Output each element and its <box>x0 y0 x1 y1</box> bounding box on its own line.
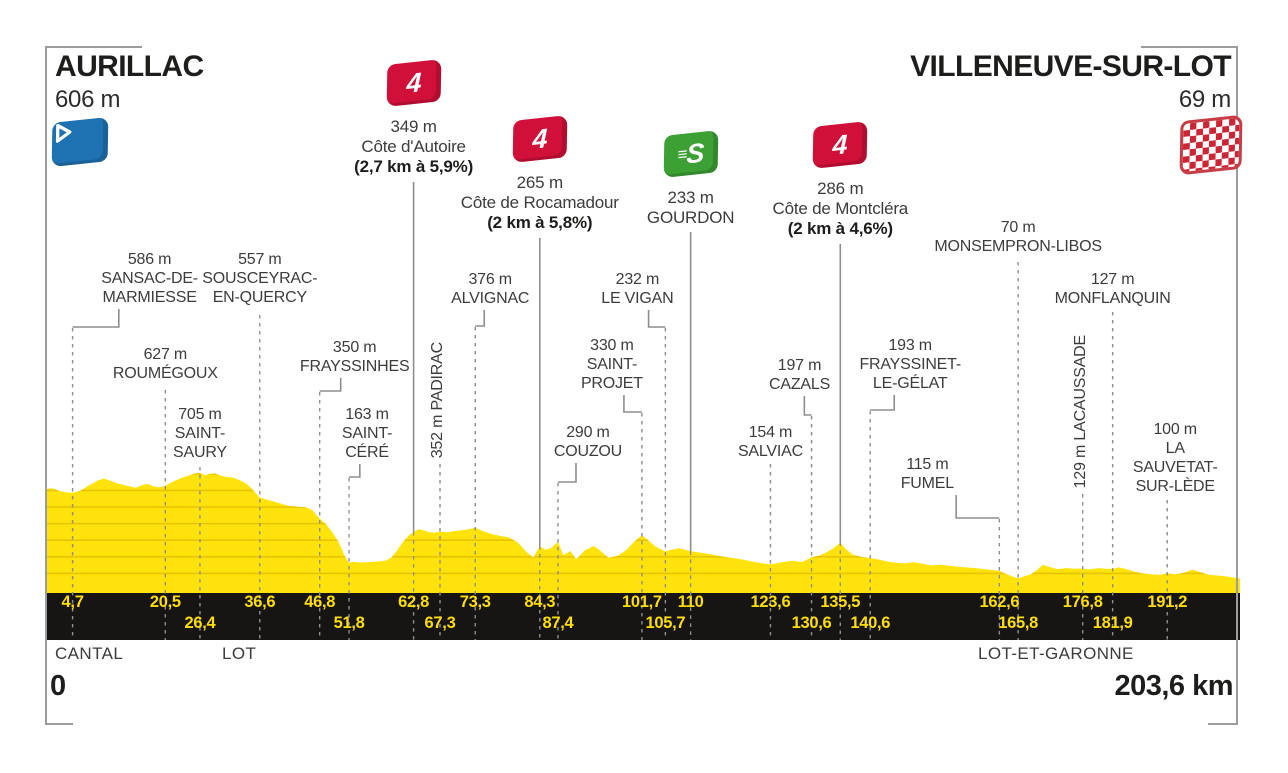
frame-bracket-left <box>45 46 142 725</box>
km-mark: 123,6 <box>750 593 791 611</box>
waypoint-label-13: 193 m FRAYSSINET- LE-GÉLAT <box>859 337 961 392</box>
finish-city-elevation: 69 m <box>1178 86 1231 113</box>
waypoint-label-1: 627 m ROUMÉGOUX <box>112 346 218 382</box>
waypoint-label-15: 70 m MONSEMPRON-LIBOS <box>934 219 1102 255</box>
km-mark: 181,9 <box>1092 614 1133 632</box>
total-distance-label: 203,6 km <box>1114 670 1233 702</box>
climb-gradient: (2,7 km à 5,9%) <box>354 157 474 176</box>
frame-bracket-left-foot <box>45 723 73 725</box>
waypoint-label-7: 376 m ALVIGNAC <box>451 271 530 307</box>
category-4-flag-icon: 4 <box>812 121 868 169</box>
km-mark: 191,2 <box>1147 593 1188 611</box>
km-mark: 67,3 <box>424 614 456 632</box>
finish-city-name: VILLENEUVE-SUR-LOT <box>910 50 1231 83</box>
km-mark: 4,7 <box>61 593 84 611</box>
waypoint-elbow-connector <box>623 395 642 413</box>
flag-badge: 4 <box>532 122 548 155</box>
flag-badge: 4 <box>405 66 422 99</box>
km-mark: 20,5 <box>149 593 181 611</box>
km-mark: 26,4 <box>184 614 216 632</box>
km-mark: 140,6 <box>850 614 891 632</box>
km-mark: 110 <box>677 593 704 611</box>
department-label-lot-et-garonne: LOT-ET-GARONNE <box>978 644 1134 663</box>
km-mark: 73,3 <box>459 593 491 611</box>
frame-bracket-right-foot <box>1208 723 1236 725</box>
waypoint-elbow-connector <box>647 310 666 328</box>
department-label-cantal: CANTAL <box>55 644 124 663</box>
km-mark: 36,6 <box>244 593 276 611</box>
km-mark: 135,5 <box>820 593 861 611</box>
waypoint-label-12: 197 m CAZALS <box>769 357 831 393</box>
flag-badge: 4 <box>832 128 849 161</box>
climb-label-cote-d-autoire: 349 m Côte d'Autoire (2,7 km à 5,9%) <box>354 117 474 176</box>
waypoint-label-9: 330 m SAINT- PROJET <box>580 337 643 392</box>
climb-gradient: (2 km à 4,6%) <box>787 219 893 238</box>
speed-lines-icon: ≡ <box>677 144 686 165</box>
climb-label-sprint-gourdon: 233 m GOURDON <box>646 188 735 227</box>
km-mark: 165,8 <box>998 614 1039 632</box>
km-mark: 46,8 <box>304 593 336 611</box>
km-mark: 87,4 <box>542 614 574 632</box>
climb-label-cote-de-montclera: 286 m Côte de Montcléra (2 km à 4,6%) <box>772 179 909 238</box>
waypoint-elbow-connector <box>475 310 486 327</box>
waypoint-label-vertical-6: 352 m PADIRAC <box>429 318 451 458</box>
waypoint-label-18: 100 m LA SAUVETAT- SUR-LÈDE <box>1132 421 1218 495</box>
waypoint-elbow-connector <box>319 378 342 392</box>
category-4-flag-icon: 4 <box>512 115 568 163</box>
climb-label-cote-de-rocamadour: 265 m Côte de Rocamadour (2 km à 5,8%) <box>460 173 619 232</box>
waypoint-label-14: 115 m FUMEL <box>900 456 954 492</box>
waypoint-label-4: 350 m FRAYSSINHES <box>299 339 410 375</box>
km-mark: 101,7 <box>622 593 662 611</box>
waypoint-elbow-connector <box>803 396 812 416</box>
waypoint-label-3: 557 m SOUSCEYRAC- EN-QUERCY <box>202 251 318 306</box>
km-mark: 130,6 <box>791 614 832 632</box>
waypoint-label-8: 290 m COUZOU <box>553 424 623 460</box>
waypoint-label-10: 232 m LE VIGAN <box>601 271 674 307</box>
waypoint-label-17: 127 m MONFLANQUIN <box>1054 271 1171 307</box>
km-mark: 62,8 <box>398 593 430 611</box>
waypoint-elbow-connector <box>349 464 361 478</box>
start-city-name: AURILLAC <box>55 50 204 83</box>
waypoint-label-5: 163 m SAINT- CÉRÉ <box>341 406 393 461</box>
elevation-profile-area <box>45 473 1240 593</box>
waypoint-label-2: 705 m SAINT- SAURY <box>173 406 227 461</box>
km-mark: 84,3 <box>524 593 556 611</box>
sprint-flag-icon: ≡ S <box>663 130 718 178</box>
climb-gradient: (2 km à 5,8%) <box>487 213 593 232</box>
waypoint-elbow-connector <box>557 463 577 483</box>
start-city-elevation: 606 m <box>55 86 121 113</box>
km-mark: 176,8 <box>1062 593 1103 611</box>
start-km-label: 0 <box>50 670 66 702</box>
waypoint-label-11: 154 m SALVIAC <box>737 424 803 460</box>
department-label-lot: LOT <box>222 644 257 663</box>
frame-bracket-right <box>1141 46 1238 725</box>
km-mark: 51,8 <box>333 614 365 632</box>
category-4-flag-icon: 4 <box>386 59 441 107</box>
waypoint-text: 352 m PADIRAC <box>429 341 446 458</box>
waypoint-label-0: 586 m SANSAC-DE- MARMIESSE <box>101 251 198 306</box>
waypoint-elbow-connector <box>955 495 1000 519</box>
flag-badge: S <box>685 137 705 170</box>
waypoint-elbow-connector <box>870 395 896 411</box>
km-mark: 162,6 <box>979 593 1020 611</box>
km-mark: 105,7 <box>645 614 686 632</box>
waypoint-elbow-connector <box>72 309 120 328</box>
